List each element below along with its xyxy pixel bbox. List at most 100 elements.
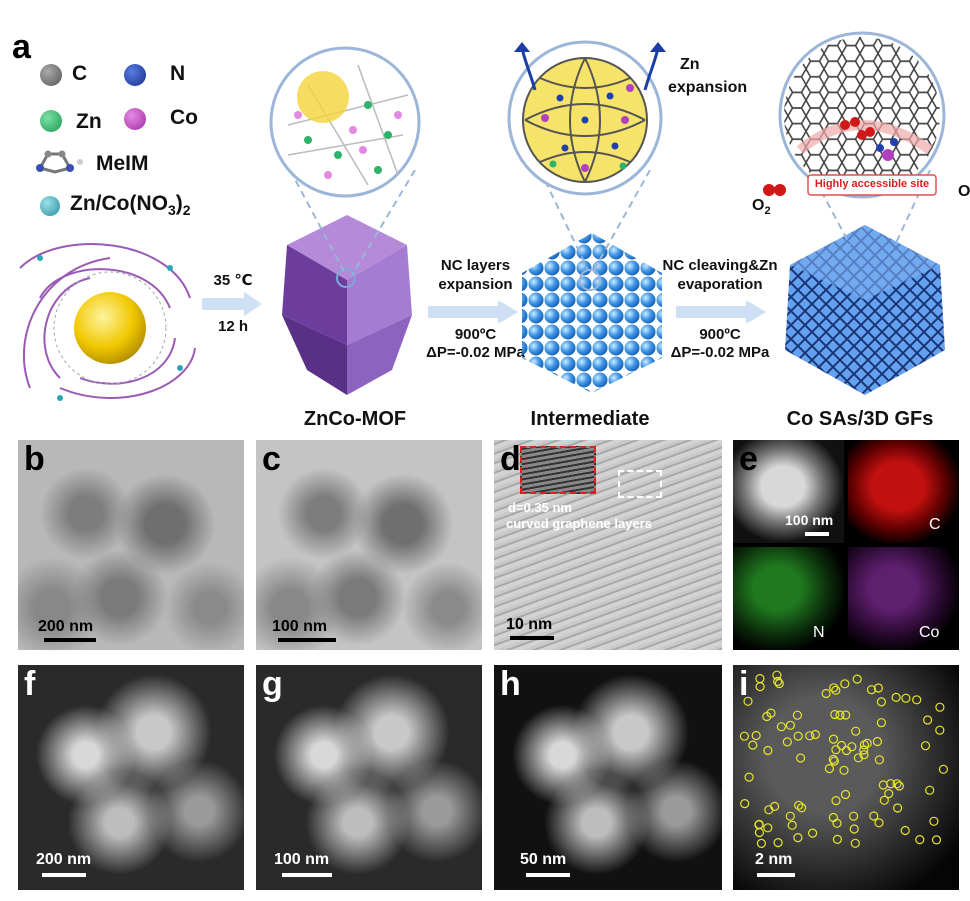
stem-image-f: f 200 nm <box>18 665 244 890</box>
carbon-atom-icon <box>40 64 62 86</box>
co-atom-marker <box>821 688 831 699</box>
co-atom-marker <box>829 756 839 766</box>
caption-intermediate: Intermediate <box>530 408 650 430</box>
panel-label-d: d <box>500 440 521 478</box>
zn-expansion-label-1: Zn <box>680 56 700 73</box>
nitrogen-map <box>733 547 844 650</box>
co-atom-marker <box>884 789 894 799</box>
co-atom-marker <box>794 800 804 810</box>
co-atom-marker <box>776 722 787 732</box>
scalebar-label-h: 50 nm <box>520 851 567 868</box>
scalebar-label-e: 100 nm <box>785 512 834 528</box>
co-atom-marker <box>829 683 839 693</box>
co-atom-marker <box>787 820 797 830</box>
caption-mof: ZnCo-MOF <box>303 408 407 430</box>
co-single-atom-markers <box>739 670 948 848</box>
ac-stem-image-i: i 2 nm <box>733 665 959 890</box>
co-atom-marker <box>879 795 889 805</box>
co-atom-marker <box>754 827 764 838</box>
co-atom-marker <box>793 731 803 741</box>
co-atom-marker <box>840 789 851 800</box>
co-atom-marker <box>894 781 904 791</box>
co-atom-marker <box>743 696 753 706</box>
step3-pressure: ΔP=-0.02 MPa <box>670 344 770 361</box>
o2-right-label: O <box>958 183 970 200</box>
panel-label-a: a <box>12 28 31 66</box>
step3-line1: NC cleaving&Zn <box>662 257 778 274</box>
co-atom-marker <box>925 785 935 795</box>
co-atom-marker <box>828 812 839 823</box>
co-atom-marker <box>831 745 841 755</box>
o2-left-label: O2 <box>752 197 771 218</box>
co-atom-marker <box>751 730 761 741</box>
melm-molecule-icon <box>36 150 83 174</box>
co-atom-marker <box>873 683 883 693</box>
step1-time: 12 h <box>217 318 248 335</box>
co-atom-marker <box>912 695 922 705</box>
legend-zn-label: Zn <box>76 110 102 133</box>
map-label-c: C <box>929 516 941 533</box>
co-atom-marker <box>878 780 888 790</box>
scalebar-e <box>805 532 829 536</box>
cobalt-map <box>848 547 959 650</box>
co-atom-marker <box>782 737 792 747</box>
co-atom-marker <box>886 779 896 789</box>
carbon-map <box>848 440 959 543</box>
scalebar-h <box>526 873 570 877</box>
co-atom-marker <box>774 678 784 689</box>
co-atom-marker <box>766 708 776 718</box>
co-atom-marker <box>891 692 901 703</box>
co-atom-marker <box>832 818 842 828</box>
zn-expansion-label-2: expansion <box>668 79 748 96</box>
co-atom-marker <box>874 755 884 765</box>
co-atom-marker <box>848 811 859 821</box>
mof-zoom-circle <box>269 46 421 198</box>
scalebar-c <box>278 638 336 642</box>
haadf-image <box>733 440 844 543</box>
co-atom-marker <box>935 702 945 712</box>
nitrogen-atom-icon <box>124 64 146 86</box>
co-atom-marker <box>796 803 807 813</box>
co-atom-marker <box>841 745 852 756</box>
legend-co-label: Co <box>170 106 198 129</box>
scalebar-d <box>510 636 554 640</box>
co-atom-marker <box>866 685 877 695</box>
scalebar-i <box>757 873 795 877</box>
d-inset-zoom <box>520 446 596 494</box>
co-atom-marker <box>893 803 903 813</box>
co-atom-marker <box>739 731 749 741</box>
co-atom-marker <box>807 828 818 838</box>
co-atom-marker <box>828 754 838 764</box>
step3-line2: evaporation <box>677 276 763 293</box>
co-atom-marker <box>831 685 841 695</box>
co-atom-marker <box>828 734 839 744</box>
co-atom-marker <box>785 811 795 821</box>
co-atom-marker <box>850 838 860 848</box>
legend-c-label: C <box>72 62 88 85</box>
stem-image-h: h 50 nm <box>494 665 722 890</box>
product-zoom-circle <box>778 31 946 199</box>
scalebar-b <box>44 638 96 642</box>
co-atom-marker <box>831 796 841 806</box>
map-label-n: N <box>813 624 825 641</box>
co-atom-marker <box>754 820 764 830</box>
co-atom-marker <box>876 718 886 728</box>
reaction-arrow-3 <box>676 300 766 324</box>
co-atom-marker <box>755 674 765 684</box>
co-atom-marker <box>851 726 861 736</box>
co-atom-marker <box>859 750 869 760</box>
o2-molecule-left-icon <box>763 184 786 196</box>
co-atom-marker <box>938 764 948 774</box>
co-atom-marker <box>872 736 882 747</box>
legend-n-label: N <box>170 62 186 85</box>
co-atom-marker <box>756 838 766 848</box>
intermediate-zoom-lines <box>539 170 651 271</box>
highly-accessible-site-label: Highly accessible site <box>814 178 930 190</box>
co-atom-marker <box>830 709 840 720</box>
co-atom-marker <box>836 740 847 751</box>
graphene-framework-polyhedron <box>785 225 945 395</box>
co-atom-marker <box>824 763 835 774</box>
co-atom-marker <box>839 765 849 775</box>
co-atom-marker <box>840 679 850 689</box>
co-atom-marker <box>892 779 902 789</box>
